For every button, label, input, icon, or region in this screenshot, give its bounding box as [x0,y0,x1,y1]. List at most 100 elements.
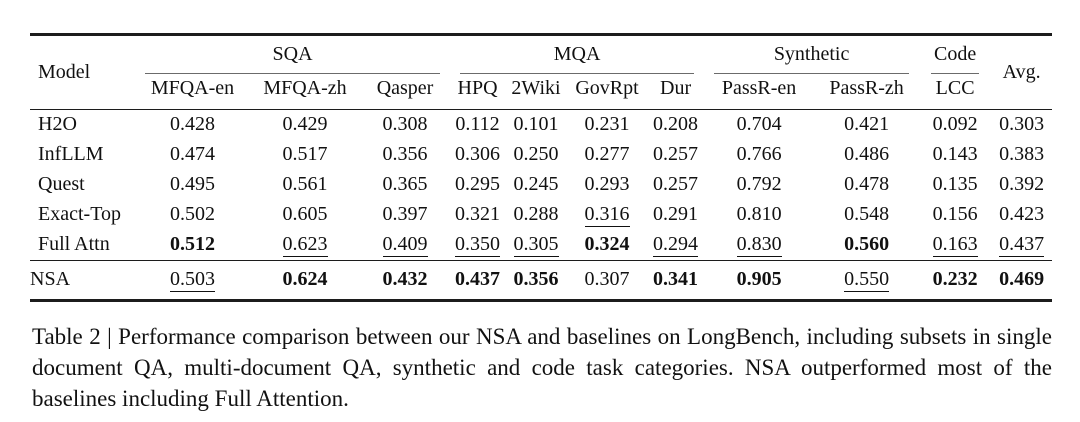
value-cell: 0.502 [135,200,250,230]
group-header-row: Model SQA MQA Synthetic Code Avg. [30,35,1052,83]
sub-header-row: MFQA-en MFQA-zh Qasper HPQ 2Wiki GovRpt … [30,77,1052,110]
value-cell: 0.383 [991,140,1052,170]
results-table: Model SQA MQA Synthetic Code Avg. MFQA-e… [30,33,1053,302]
cell-value: 0.143 [932,143,978,165]
cell-value: 0.704 [736,113,782,135]
cell-value: 0.135 [932,173,978,195]
value-cell: 0.421 [814,109,920,140]
cell-value: 0.605 [282,203,328,225]
value-cell: 0.163 [919,230,991,261]
cell-value: 0.474 [170,143,215,165]
cell-value: 0.257 [653,143,699,165]
value-cell: 0.409 [360,230,450,261]
cell-value: 0.503 [170,268,215,292]
column-header-2wiki: 2Wiki [511,77,561,99]
value-cell: 0.486 [814,140,919,170]
row-label: InfLLM [38,143,104,165]
column-header-model: Model [38,61,91,83]
cell-value: 0.294 [653,233,699,257]
row-label: H2O [30,109,135,140]
cell-value: 0.905 [736,268,782,290]
value-cell: 0.208 [647,109,705,140]
cell-value: 0.257 [653,173,699,195]
value-cell: 0.605 [250,200,360,230]
cell-value: 0.356 [513,268,559,290]
value-cell: 0.550 [814,260,920,301]
cell-value: 0.092 [932,113,978,135]
cell-value: 0.356 [382,143,428,165]
value-cell: 0.503 [135,260,250,301]
rule-under-code [931,73,980,74]
cell-value: 0.512 [170,233,215,255]
group-header-synthetic: Synthetic [704,35,919,78]
cell-value: 0.392 [999,173,1045,195]
column-header-mfqa-zh: MFQA-zh [263,77,347,99]
rule-under-synthetic [714,73,910,74]
cell-value: 0.502 [170,203,215,225]
value-cell: 0.306 [450,140,505,170]
value-cell: 0.495 [135,170,250,200]
value-cell: 0.277 [567,140,647,170]
cell-value: 0.341 [653,268,699,290]
value-cell: 0.295 [450,170,505,200]
cell-value: 0.112 [455,113,500,135]
column-header-passr-zh: PassR-zh [829,77,904,99]
cell-value: 0.486 [844,143,890,165]
cell-value: 0.469 [999,268,1045,290]
value-cell: 0.303 [991,109,1053,140]
table-row-h2o: H2O 0.428 0.429 0.308 0.112 0.101 0.231 0.208 0.… [30,109,1053,140]
table-body: H2O 0.428 0.429 0.308 0.112 0.101 0.231 0.208 0.… [30,109,1053,301]
value-cell: 0.704 [704,109,815,140]
column-header-hpq: HPQ [457,77,498,99]
value-cell: 0.232 [919,260,992,301]
table-caption: Table 2 | Performance comparison between… [32,324,1052,411]
cell-value: 0.288 [513,203,559,225]
rule-under-mqa [460,73,695,74]
value-cell: 0.135 [919,170,991,200]
value-cell: 0.231 [567,109,648,140]
value-cell: 0.294 [647,230,704,261]
cell-value: 0.101 [513,113,559,135]
value-cell: 0.324 [567,230,647,261]
table-row-nsa: NSA 0.503 0.624 0.432 0.437 0.356 0.307 0.341 0.… [30,260,1053,301]
column-header-mfqa-en: MFQA-en [150,77,235,99]
cell-value: 0.365 [382,173,428,195]
cell-value: 0.293 [584,173,630,195]
value-cell: 0.257 [647,140,704,170]
cell-value: 0.156 [932,203,978,225]
cell-value: 0.517 [282,143,328,165]
value-cell: 0.429 [250,109,360,140]
cell-value: 0.792 [736,173,782,195]
group-header-sqa: SQA [135,35,450,78]
value-cell: 0.432 [360,260,451,301]
value-cell: 0.156 [919,200,991,230]
value-cell: 0.356 [505,260,568,301]
cell-value: 0.397 [382,203,428,225]
table-row-exact-top: Exact-Top 0.502 0.605 0.397 0.321 0.288 0.316 0… [30,200,1052,230]
value-cell: 0.341 [647,260,705,301]
cell-value: 0.548 [844,203,890,225]
cell-value: 0.306 [455,143,501,165]
cell-value: 0.423 [999,203,1045,225]
value-cell: 0.305 [505,230,567,261]
group-header-code: Code [919,35,991,78]
cell-value: 0.277 [584,143,630,165]
group-label-synthetic: Synthetic [773,43,850,65]
cell-value: 0.231 [584,113,630,135]
value-cell: 0.092 [919,109,992,140]
value-cell: 0.350 [450,230,505,261]
group-header-mqa: MQA [450,35,704,78]
value-cell: 0.792 [704,170,814,200]
group-label-mqa: MQA [553,43,601,65]
cell-value: 0.321 [455,203,501,225]
column-header-passr-en: PassR-en [721,77,797,99]
cell-value: 0.624 [282,268,328,290]
group-label-code: Code [933,43,977,65]
row-label: Quest [38,173,85,195]
value-cell: 0.766 [704,140,814,170]
group-label-sqa: SQA [272,43,313,65]
column-header-qasper: Qasper [376,77,434,99]
value-cell: 0.293 [567,170,647,200]
table-header: Model SQA MQA Synthetic Code Avg. MFQA-e… [30,35,1052,110]
